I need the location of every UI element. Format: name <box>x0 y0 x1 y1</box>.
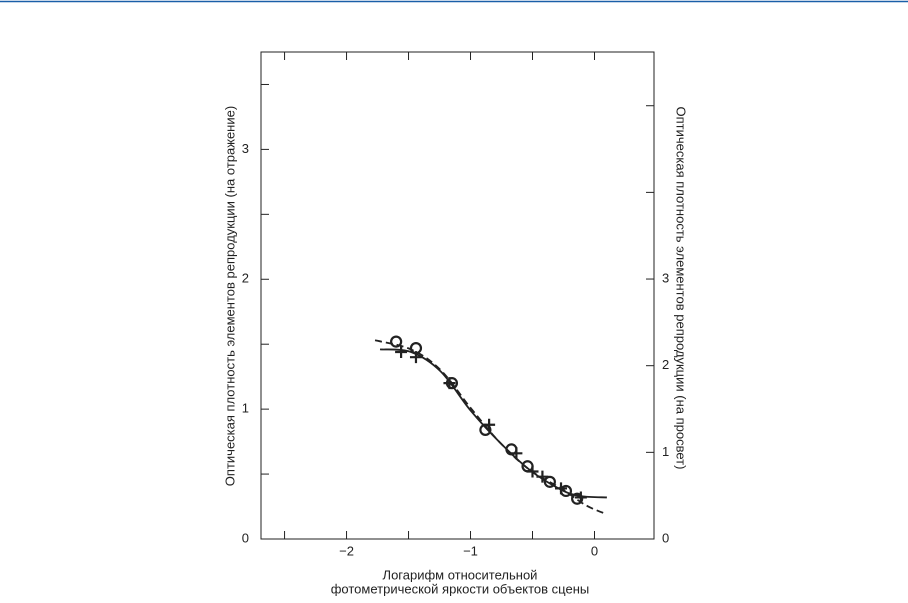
y-tick-label: 3 <box>242 141 249 156</box>
cross-marker <box>526 465 539 478</box>
cross-marker <box>443 377 456 390</box>
y2-tick-label: 3 <box>662 270 669 285</box>
circle-marker <box>390 335 403 348</box>
x-axis-label: Логарифм относительной <box>383 567 538 582</box>
y2-tick-label: 2 <box>662 357 669 372</box>
cross-marker <box>395 345 408 358</box>
solid-curve <box>379 348 607 499</box>
y-tick-label: 0 <box>242 530 249 545</box>
x-tick-label: −2 <box>339 543 354 558</box>
dashed-curve <box>374 339 608 516</box>
y2-tick-label: 0 <box>662 530 669 545</box>
cross-marker <box>483 418 496 431</box>
y-tick-label: 2 <box>242 271 249 286</box>
cross-marker <box>510 447 523 460</box>
y-axis-label: Оптическая плотность элементов репродукц… <box>222 106 237 486</box>
circle-marker <box>543 475 556 488</box>
x-tick-label: 0 <box>591 543 598 558</box>
x-tick-label: −1 <box>463 543 478 558</box>
cross-marker <box>555 482 568 495</box>
cross-marker <box>409 351 422 364</box>
x-axis-label: фотометрической яркости объектов сцены <box>331 581 590 596</box>
y-tick-label: 1 <box>242 401 249 416</box>
y2-tick-label: 1 <box>662 444 669 459</box>
cross-marker <box>574 491 587 504</box>
circle-marker <box>571 492 584 505</box>
plot-frame <box>260 51 655 540</box>
cross-marker <box>536 470 549 483</box>
y2-axis-label: Оптическая плотность элементов репродукц… <box>674 107 689 470</box>
